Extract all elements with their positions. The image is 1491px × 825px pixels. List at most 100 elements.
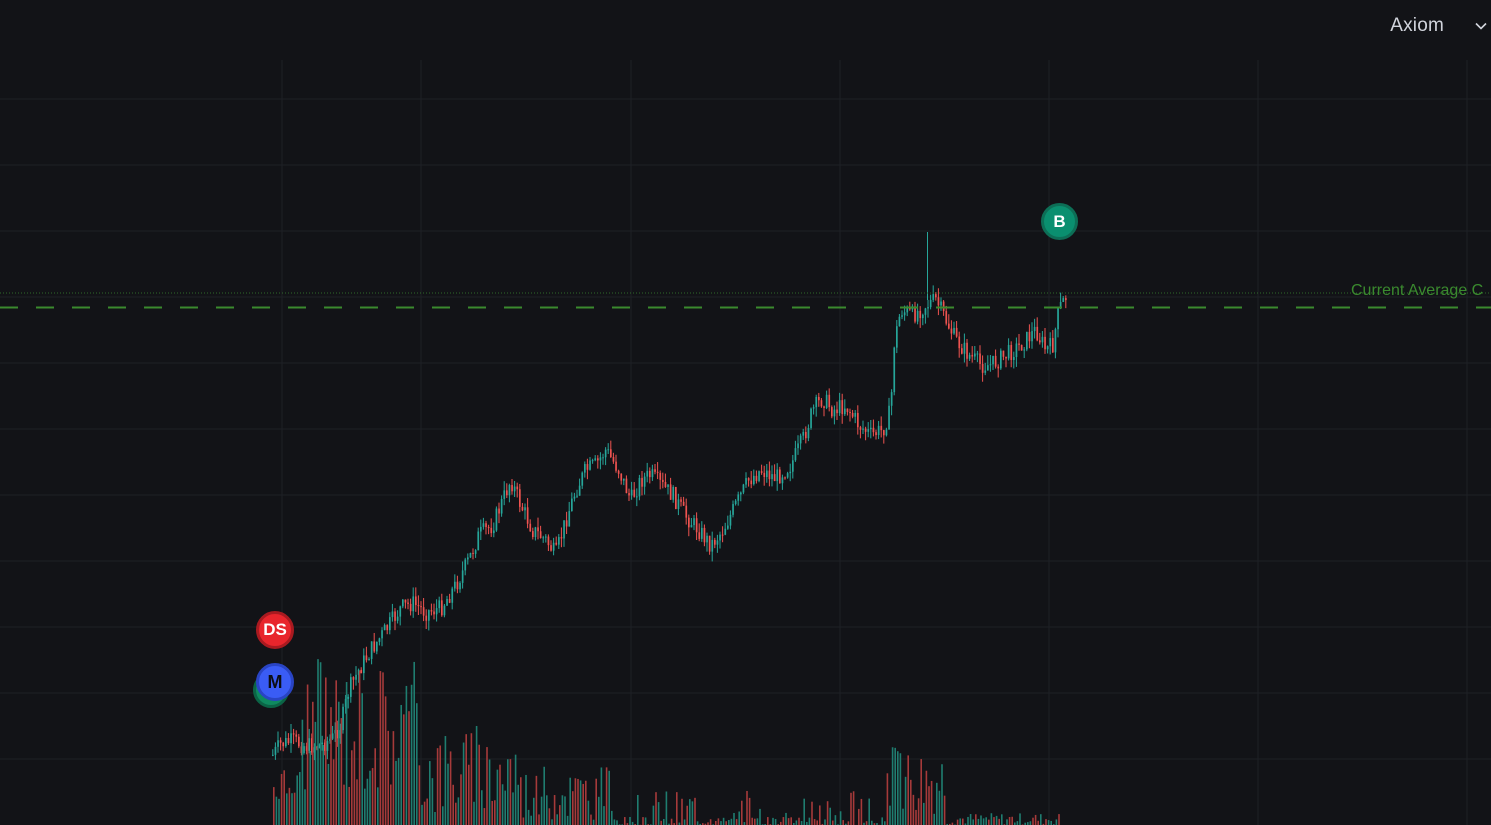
candle-body	[365, 655, 368, 661]
volume-bar	[873, 823, 876, 825]
candle-body	[487, 527, 490, 529]
volume-bar	[306, 684, 309, 825]
candle-body	[324, 742, 326, 751]
candle-body	[630, 489, 633, 496]
volume-bar	[340, 718, 343, 825]
candle-body	[334, 729, 337, 734]
volume-bar	[782, 817, 785, 825]
candle-body	[443, 605, 446, 616]
volume-bar	[288, 787, 291, 825]
candle-body	[807, 427, 810, 439]
volume-bar	[624, 817, 626, 825]
candle-body	[802, 431, 805, 436]
candle-body	[981, 363, 984, 373]
candle-body	[937, 297, 940, 306]
candle-body	[407, 602, 409, 604]
candle-body	[711, 539, 714, 552]
volume-bar	[819, 805, 821, 825]
candle-body	[781, 477, 784, 484]
candle-body	[1023, 349, 1026, 351]
candle-body	[651, 469, 654, 478]
source-selector[interactable]: Axiom	[1390, 10, 1491, 42]
candle-body	[805, 431, 807, 439]
volume-bar	[496, 769, 499, 825]
candle-body	[615, 461, 617, 471]
volume-bar	[377, 787, 379, 825]
candle-body	[643, 476, 646, 487]
volume-bar	[566, 815, 569, 825]
candle-body	[604, 449, 607, 458]
candle-body	[272, 754, 274, 756]
candle-body	[818, 396, 820, 401]
volume-bar	[481, 790, 483, 825]
dev-sell-marker[interactable]: DS	[256, 611, 294, 649]
candle-body	[576, 495, 578, 497]
candle-body	[724, 528, 727, 535]
candle-body	[815, 396, 818, 408]
volume-bar	[1045, 819, 1047, 825]
volume-bar	[595, 778, 597, 825]
candle-body	[357, 669, 360, 675]
candle-body	[428, 610, 430, 621]
candle-body	[448, 598, 451, 603]
volume-bar	[826, 801, 829, 825]
volume-bar	[330, 707, 332, 825]
volume-bar	[319, 662, 322, 825]
volume-bar	[551, 819, 553, 825]
volume-bar	[871, 820, 873, 825]
candle-body	[571, 498, 573, 512]
volume-bar	[431, 778, 434, 825]
candle-body	[638, 477, 641, 497]
volume-bar	[1032, 817, 1034, 825]
volume-bar	[293, 792, 296, 825]
candle-body	[719, 534, 721, 541]
volume-bar	[962, 818, 964, 825]
volume-bar	[556, 814, 558, 825]
candle-body	[656, 471, 659, 473]
migration-marker[interactable]: M	[256, 663, 294, 701]
volume-bar	[392, 731, 395, 825]
volume-bar	[468, 764, 470, 825]
candle-body	[313, 747, 316, 753]
volume-bar	[486, 747, 488, 825]
candle-body	[698, 532, 701, 539]
candle-body	[529, 523, 532, 532]
candle-body	[498, 508, 500, 514]
candle-body	[1010, 344, 1013, 361]
candle-body	[883, 430, 885, 436]
candle-body	[381, 630, 383, 639]
volume-bar	[972, 819, 974, 825]
volume-bar	[613, 819, 616, 825]
volume-bar	[756, 818, 759, 825]
volume-bar	[447, 763, 449, 825]
candle-body	[555, 542, 558, 545]
candle-body	[659, 472, 662, 480]
volume-bar	[912, 794, 915, 825]
volume-bar	[590, 814, 592, 825]
candle-body	[935, 294, 937, 298]
candle-body	[854, 412, 857, 417]
candle-body	[924, 308, 927, 315]
candle-body	[958, 336, 961, 349]
volume-bar	[384, 696, 387, 825]
volume-bar	[579, 780, 582, 825]
candle-body	[716, 540, 719, 545]
candle-body	[953, 327, 955, 334]
volume-bar	[395, 760, 397, 825]
volume-bar	[574, 778, 577, 825]
candle-body	[1026, 331, 1028, 350]
volume-bar	[1037, 820, 1039, 825]
volume-bar	[286, 793, 288, 825]
candle-body	[519, 489, 521, 507]
volume-bar	[707, 822, 709, 825]
candle-body	[968, 354, 971, 359]
volume-bar	[959, 818, 961, 825]
volume-bar	[899, 753, 902, 825]
volume-bar	[325, 677, 327, 825]
volume-bar	[530, 815, 532, 825]
candle-body	[539, 531, 542, 539]
volume-bar	[400, 704, 402, 825]
buy-marker[interactable]: B	[1041, 203, 1078, 240]
